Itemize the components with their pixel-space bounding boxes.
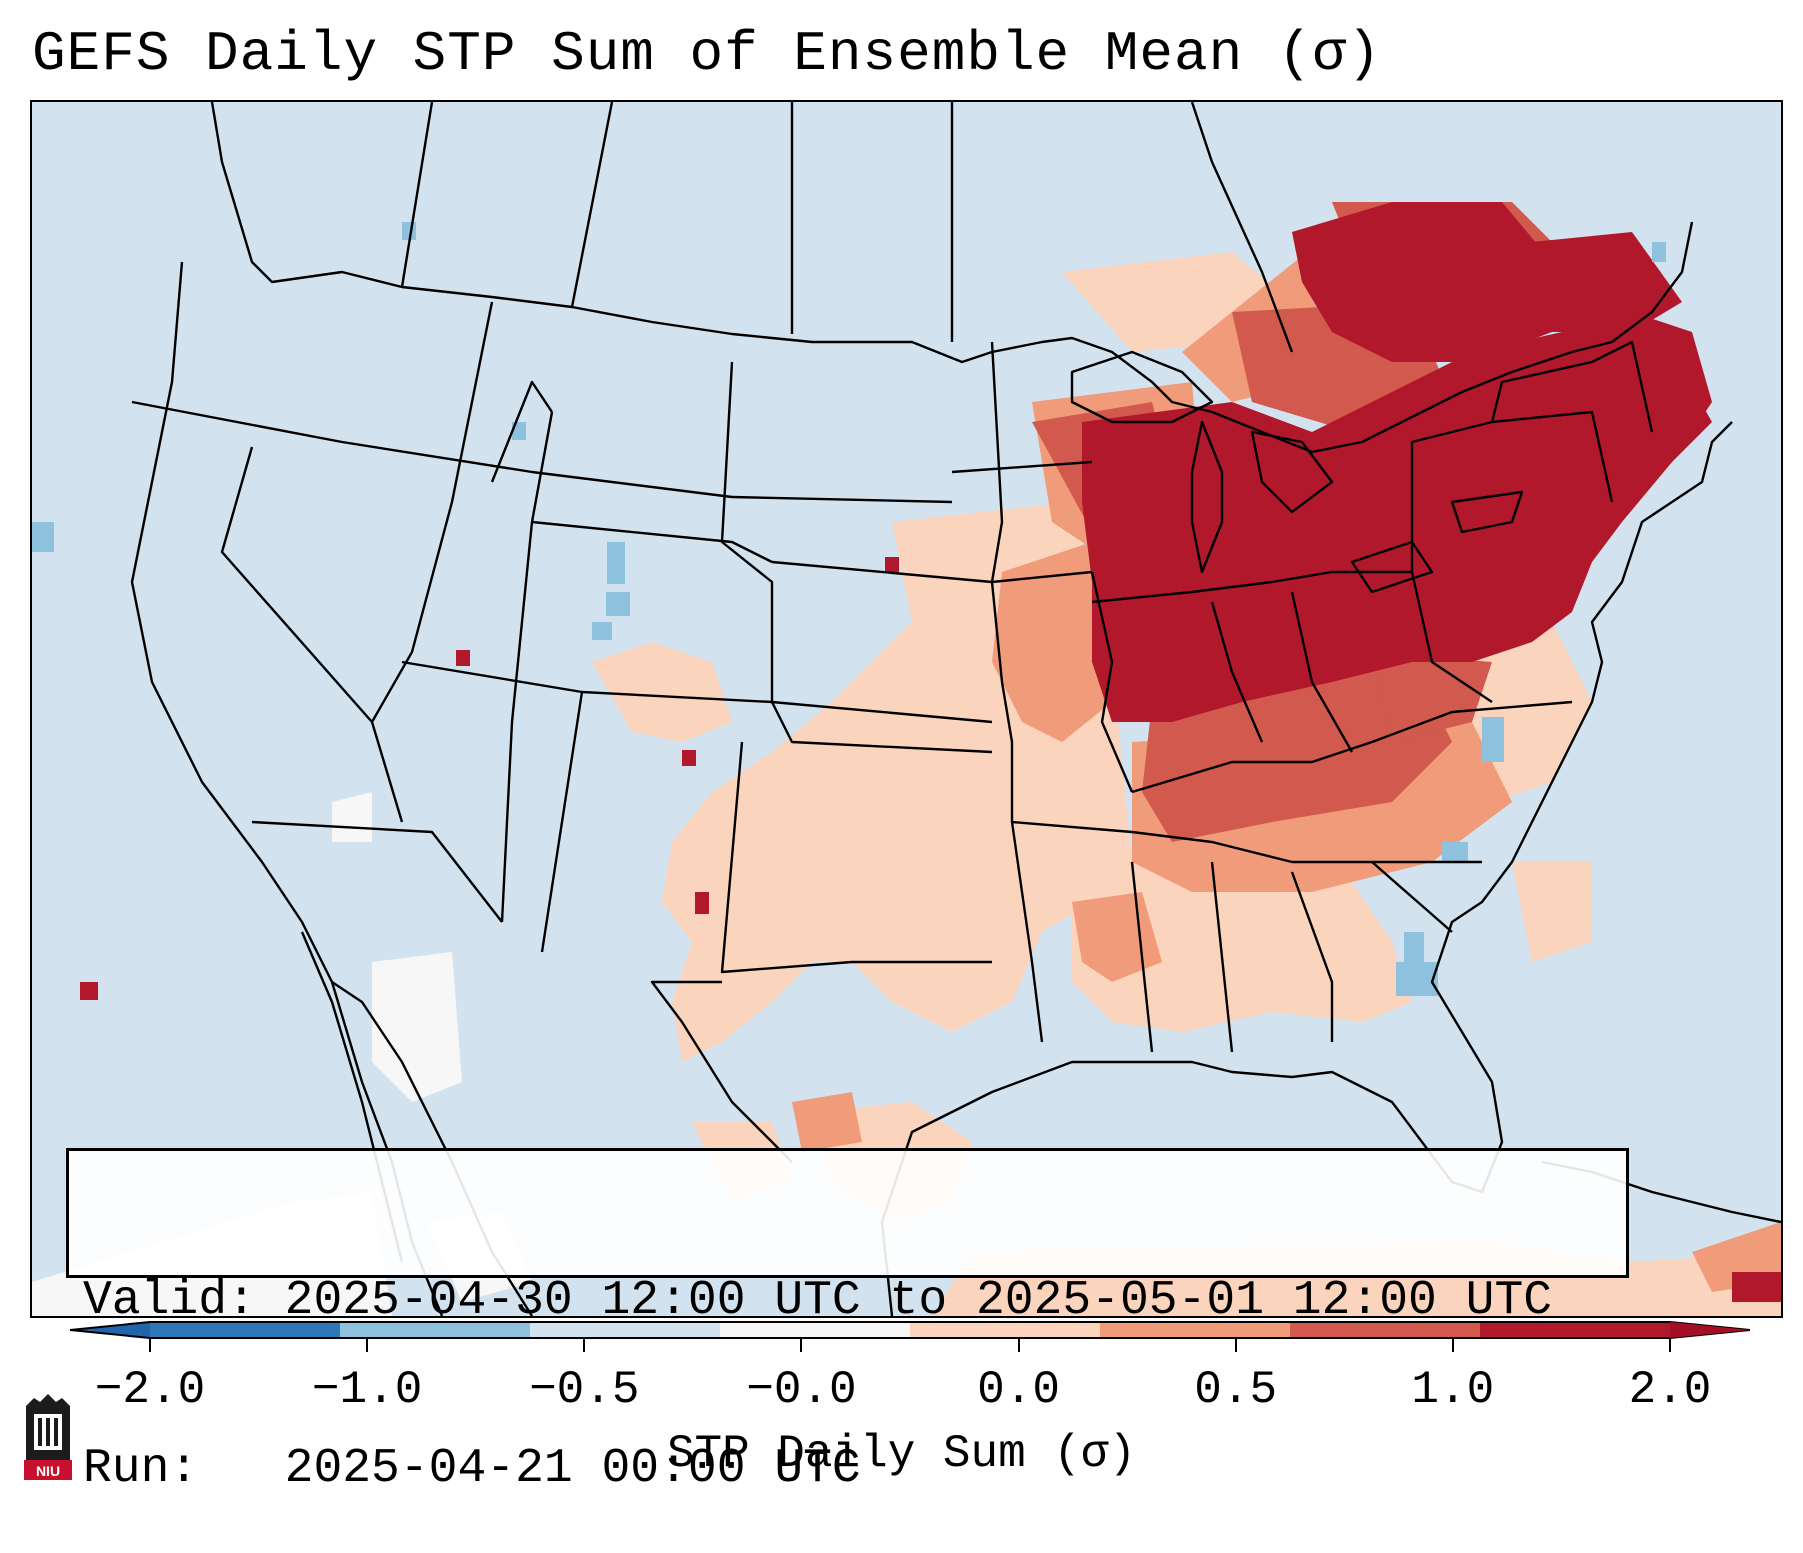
valid-row: Valid: 2025-04-30 12:00 UTC to 2025-05-0… [83,1273,1612,1329]
map-title: GEFS Daily STP Sum of Ensemble Mean (σ) [32,22,1382,86]
colorbar-bin [720,1322,911,1338]
colorbar-bin [530,1322,721,1338]
stp-field-darkred [80,202,1781,1302]
niu-logo-icon: NIU [24,1394,72,1480]
colorbar [69,1320,1751,1365]
valid-label: Valid: [83,1274,256,1328]
colorbar-bin [910,1322,1101,1338]
run-label: Run: [83,1442,199,1496]
niu-logo: NIU [20,1392,76,1489]
colorbar-extend-high [1670,1322,1750,1338]
valid-run-info-box: Valid: 2025-04-30 12:00 UTC to 2025-05-0… [66,1148,1629,1496]
map-panel [30,100,1783,1318]
valid-value: 2025-04-30 12:00 UTC to 2025-05-01 12:00… [284,1274,1553,1328]
run-row: Run: 2025-04-21 00:00 UTC [83,1441,1612,1497]
colorbar-bin [150,1322,341,1338]
colorbar-label: STP Daily Sum (σ) [666,1428,1137,1480]
colorbar-extend-low [70,1322,150,1338]
stp-map [32,102,1781,1316]
colorbar-tick-mark [149,1338,151,1352]
run-value: 2025-04-21 00:00 UTC [284,1442,861,1496]
colorbar-tick-label: 2.0 [1628,1364,1712,1416]
boundaries [130,102,1781,1316]
colorbar-bin [1100,1322,1291,1338]
colorbar-tick-label: 1.0 [1411,1364,1495,1416]
colorbar-tick-mark [1017,1338,1020,1352]
colorbar-tick-mark [1669,1338,1671,1352]
colorbar-bin [1480,1322,1671,1338]
colorbar-tick-label: −1.0 [311,1364,423,1416]
colorbar-bin [1290,1322,1481,1338]
colorbar-tick-mark [1234,1338,1237,1352]
colorbar-svg [69,1321,1751,1339]
colorbar-bin [340,1322,531,1338]
colorbar-tick-mark [583,1338,586,1352]
colorbar-tick-mark [800,1338,803,1352]
logo-text: NIU [36,1463,60,1479]
colorbar-tick-label: −2.0 [94,1364,206,1416]
colorbar-tick-label: 0.0 [977,1364,1060,1416]
stp-field-blue [32,222,1666,996]
colorbar-tick-mark [366,1338,369,1352]
colorbar-tick-label: −0.0 [746,1364,857,1416]
colorbar-tick-label: 0.5 [1194,1364,1278,1416]
colorbar-tick-mark [1451,1338,1454,1352]
colorbar-tick-label: −0.5 [529,1364,640,1416]
